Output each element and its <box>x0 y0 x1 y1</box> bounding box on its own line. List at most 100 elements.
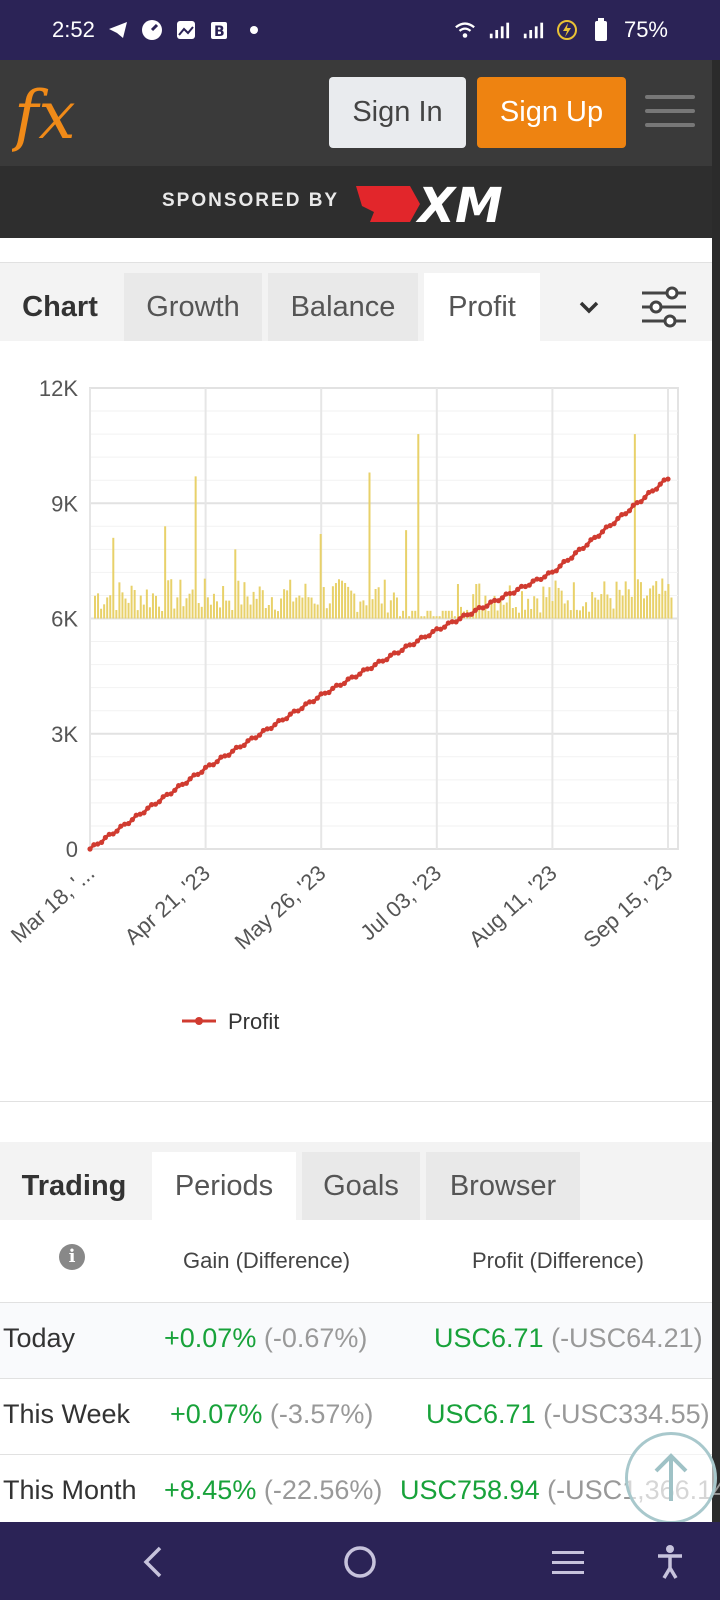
profit-bar <box>325 608 328 619</box>
profit-bar <box>615 581 618 619</box>
home-icon[interactable] <box>340 1542 380 1582</box>
profit-point <box>149 802 155 808</box>
recents-icon[interactable] <box>548 1542 588 1582</box>
profit-point <box>453 619 459 625</box>
legend-marker <box>195 1017 203 1025</box>
tab-profit[interactable]: Profit <box>424 273 540 341</box>
profit-bar <box>203 578 206 619</box>
profit-bar <box>490 603 493 619</box>
profit-point <box>476 604 482 611</box>
profit-bar <box>246 596 249 619</box>
profit-bar <box>353 593 356 619</box>
profit-bar <box>185 598 188 619</box>
profit-point <box>569 555 575 561</box>
profit-point <box>441 624 448 630</box>
profit-point <box>195 771 201 778</box>
status-bar: 2:52 B 75% <box>0 0 720 60</box>
y-axis-labels: 12K 9K 6K 3K 0 <box>39 376 78 862</box>
profit-bar <box>621 595 624 619</box>
chevron-down-icon[interactable] <box>575 293 603 321</box>
profit-bar <box>292 601 295 619</box>
profit-bar <box>170 579 173 619</box>
profit-point <box>226 752 232 758</box>
profit-point <box>630 502 636 508</box>
tab-growth[interactable]: Growth <box>124 273 262 341</box>
profit-point <box>484 603 490 609</box>
profit-cell: USC6.71 (-USC334.55) <box>426 1399 710 1430</box>
profit-point <box>264 726 270 732</box>
profit-point <box>545 570 552 576</box>
profit-bar <box>158 606 161 619</box>
y-tick-label: 12K <box>39 376 78 401</box>
profit-cell: USC6.71 (-USC64.21) <box>434 1323 703 1354</box>
profit-point <box>357 671 363 677</box>
gain-cell: +8.45% (-22.56%) <box>164 1475 382 1506</box>
profit-point <box>187 776 193 782</box>
profit-point <box>495 598 502 604</box>
fx-logo[interactable]: fx <box>9 70 102 160</box>
info-icon[interactable]: i <box>59 1244 85 1270</box>
sign-up-button[interactable]: Sign Up <box>477 77 626 148</box>
profit-bar <box>389 600 392 619</box>
profit-bar <box>191 589 194 619</box>
profit-point <box>414 638 421 644</box>
profit-point <box>565 557 571 563</box>
profit-bar <box>572 582 575 619</box>
profit-bar <box>563 603 566 619</box>
header-gain: Gain (Difference) <box>183 1248 351 1273</box>
period: This Week <box>3 1399 131 1429</box>
profit-point <box>457 616 463 622</box>
profit-bar <box>594 597 597 619</box>
profit-point <box>503 591 509 597</box>
profit-point <box>596 533 602 539</box>
profit-point <box>376 658 382 664</box>
gain-cell: +0.07% (-3.57%) <box>170 1399 373 1430</box>
profit-bar <box>472 594 475 619</box>
profit-bar <box>551 601 554 619</box>
profit-point <box>499 595 505 601</box>
sign-in-button[interactable]: Sign In <box>329 77 466 148</box>
profit-bar <box>524 609 527 619</box>
svg-text:B: B <box>214 24 225 40</box>
profit-bar <box>582 606 584 619</box>
profit-bar <box>374 589 377 619</box>
profit-point <box>141 810 147 816</box>
accessibility-icon[interactable] <box>650 1542 690 1582</box>
profit-bar <box>286 590 289 619</box>
profit-point <box>87 846 93 852</box>
profit-point <box>372 662 378 668</box>
profit-bar <box>298 595 301 619</box>
profit-bar <box>222 586 225 619</box>
profit-bar <box>167 580 170 619</box>
profit-bar <box>399 616 401 619</box>
profit-point <box>310 699 317 705</box>
hamburger-menu-icon[interactable] <box>645 95 695 129</box>
back-icon[interactable] <box>134 1542 174 1582</box>
profit-bar <box>258 586 261 619</box>
settings-sliders-icon[interactable] <box>640 283 688 331</box>
profit-bar <box>219 607 222 619</box>
profit-point <box>233 744 240 750</box>
profit-point <box>203 764 209 770</box>
tab-goals[interactable]: Goals <box>302 1152 420 1220</box>
header-profit: Profit (Difference) <box>472 1248 644 1273</box>
profit-bar <box>420 616 423 619</box>
profit-point <box>353 674 359 680</box>
tab-periods[interactable]: Periods <box>152 1152 296 1220</box>
battery-icon <box>590 18 612 41</box>
chart-tabs: Chart Growth Balance Profit <box>0 263 712 341</box>
profit-bar <box>588 611 591 619</box>
dot-icon <box>243 19 265 41</box>
sponsor-banner[interactable]: SPONSORED BY XM <box>0 166 712 238</box>
profit-bar <box>197 603 200 619</box>
tab-balance[interactable]: Balance <box>268 273 418 341</box>
xm-logo: XM <box>352 176 532 234</box>
profit-bar <box>481 607 484 619</box>
tab-browser[interactable]: Browser <box>426 1152 580 1220</box>
profit-bar <box>591 591 594 619</box>
scroll-to-top-button[interactable] <box>625 1432 717 1524</box>
signal-icon <box>488 19 510 41</box>
table-row: This Week +0.07% (-3.57%) USC6.71 (-USC3… <box>0 1379 712 1455</box>
profit-bar <box>432 616 435 619</box>
x-tick-label: Jul 03, '23 <box>355 860 446 945</box>
